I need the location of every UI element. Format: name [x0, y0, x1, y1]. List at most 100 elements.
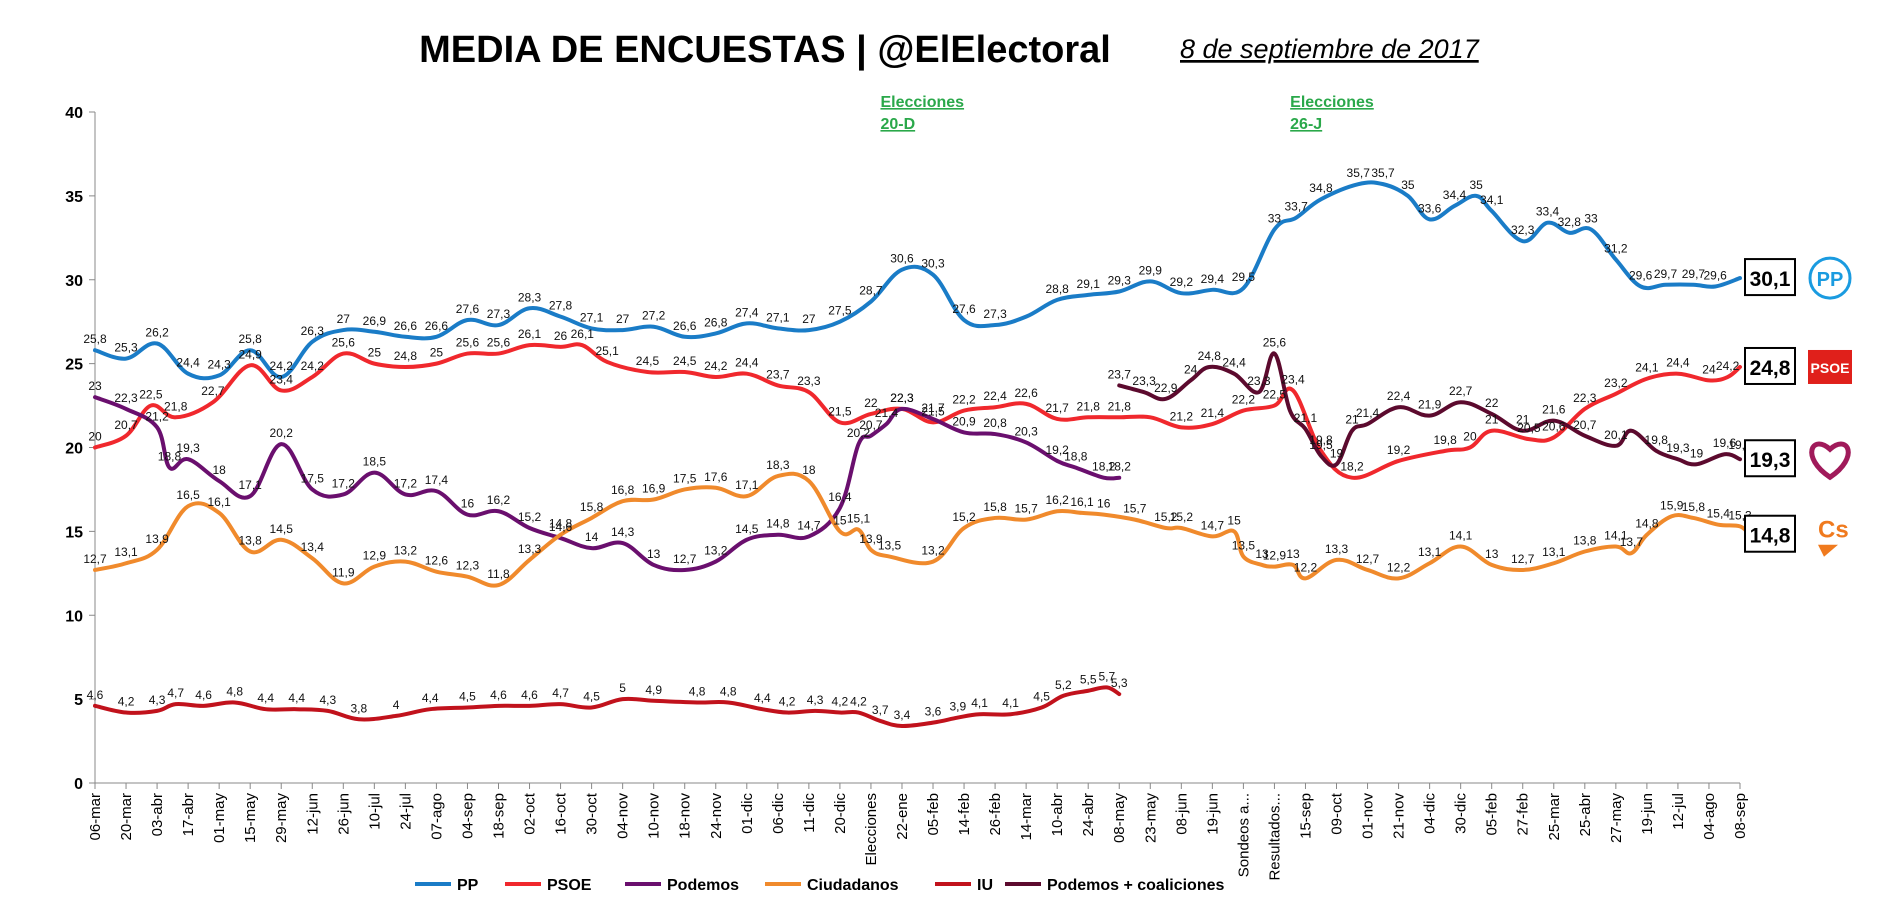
data-label-ciudadanos: 17,1: [735, 478, 759, 492]
data-label-iu: 4,7: [552, 686, 569, 700]
data-label-pp: 35: [1401, 178, 1415, 192]
data-label-iu: 4,6: [521, 688, 538, 702]
data-label-pp: 29,9: [1139, 263, 1163, 277]
data-label-podemos: 17,5: [301, 471, 325, 485]
data-label-pp: 27,8: [549, 299, 573, 313]
data-label-ciudadanos: 15,1: [847, 512, 871, 526]
data-label-psoe: 21,5: [828, 404, 852, 418]
data-label-psoe: 25: [368, 346, 382, 360]
x-tick-label: 05-feb: [1484, 793, 1501, 836]
x-tick-label: 05-feb: [925, 793, 942, 836]
data-label-psoe: 22,5: [139, 388, 163, 402]
data-label-psoe: 21,7: [1045, 401, 1069, 415]
data-label-pp: 31,2: [1604, 242, 1628, 256]
series-line-podemos-coaliciones: [1117, 351, 1742, 468]
data-label-ciudadanos: 12,2: [1387, 560, 1411, 574]
data-label-psoe: 24,4: [1666, 356, 1690, 370]
x-tick-label: 14-mar: [1018, 793, 1035, 841]
data-label-ciudadanos: 13,9: [859, 532, 883, 546]
data-label-podemos-coaliciones: 22: [1485, 396, 1499, 410]
x-tick-label: 04-nov: [615, 793, 632, 839]
data-label-podemos-coaliciones: 23,7: [1108, 367, 1132, 381]
end-value-podemos-coaliciones: 19,3: [1750, 449, 1791, 472]
data-label-psoe: 21,4: [1201, 406, 1225, 420]
data-label-pp: 27,4: [735, 305, 759, 319]
data-label-ciudadanos: 13,1: [1542, 545, 1566, 559]
data-label-ciudadanos: 14,1: [1449, 528, 1473, 542]
data-label-podemos: 14,7: [797, 518, 821, 532]
x-tick-label: 12-jul: [1670, 793, 1687, 830]
data-label-podemos-coaliciones: 24: [1184, 362, 1198, 376]
data-label-psoe: 19,8: [1433, 433, 1457, 447]
y-tick-label: 15: [65, 524, 83, 541]
data-label-pp: 33: [1268, 211, 1282, 225]
data-label-ciudadanos: 12,7: [83, 552, 107, 566]
data-label-psoe: 24,2: [704, 359, 728, 373]
x-tick-label: 29-may: [273, 793, 290, 844]
data-label-psoe: 24,4: [735, 356, 759, 370]
end-value-box-pp: [1744, 258, 1796, 297]
data-label-ciudadanos: 15,8: [983, 500, 1007, 514]
data-label-psoe: 21,8: [164, 399, 188, 413]
data-label-pp: 35: [1469, 178, 1483, 192]
data-label-pp: 26,3: [301, 324, 325, 338]
data-label-podemos: 18,2: [1092, 460, 1116, 474]
data-label-podemos: 17,1: [239, 478, 263, 492]
data-label-pp: 25,3: [114, 341, 138, 355]
data-label-podemos-coaliciones: 22,4: [1387, 389, 1411, 403]
data-label-pp: 26,8: [704, 315, 728, 329]
x-tick-label: 30-oct: [584, 792, 601, 835]
data-label-pp: 27,2: [642, 309, 666, 323]
end-value-box-psoe: [1744, 346, 1796, 385]
data-label-podemos-coaliciones: 21,1: [1294, 411, 1318, 425]
data-label-iu: 4,6: [490, 688, 507, 702]
data-label-pp: 32,8: [1558, 215, 1582, 229]
series-line-ciudadanos: [93, 471, 1752, 588]
legend-label-psoe: PSOE: [547, 877, 592, 894]
data-label-psoe: 25,6: [456, 336, 480, 350]
data-labels: 25,8 25,3 26,2 24,4 24,3 25,8 24,2 26,3 27 26,9 26…: [83, 166, 1752, 722]
data-label-pp: 35,7: [1347, 166, 1371, 180]
data-label-psoe: 20: [88, 430, 102, 444]
data-label-ciudadanos: 15,4: [1707, 507, 1731, 521]
x-tick-label: Sondeos a...: [1235, 793, 1252, 877]
data-label-podemos: 22,3: [114, 391, 138, 405]
data-label-psoe: 19,8: [1309, 433, 1333, 447]
data-label-ciudadanos: 13,9: [145, 532, 169, 546]
data-label-psoe: 21,5: [921, 404, 945, 418]
data-label-iu: 4,6: [195, 688, 212, 702]
data-label-podemos-coaliciones: 23,3: [1132, 374, 1156, 388]
data-label-iu: 4,4: [257, 691, 274, 705]
data-label-psoe: 26,1: [518, 327, 542, 341]
data-label-pp: 27,1: [766, 310, 790, 324]
data-label-psoe: 22,7: [201, 384, 225, 398]
x-tick-label: 15-sep: [1297, 793, 1314, 839]
x-tick-label: 07-ago: [428, 793, 445, 840]
data-label-pp: 29,6: [1703, 268, 1727, 282]
x-tick-label: 01-nov: [1360, 793, 1377, 839]
x-tick-label: 18-nov: [677, 793, 694, 839]
data-label-iu: 4: [393, 698, 400, 712]
data-label-ciudadanos: 18: [802, 463, 816, 477]
x-tick-label: 02-oct: [522, 792, 539, 835]
x-tick-label: 10-abr: [1049, 793, 1066, 836]
data-label-psoe: 20,5: [1517, 421, 1541, 435]
data-label-pp: 29,6: [1629, 268, 1653, 282]
x-tick-label: 09-oct: [1329, 792, 1346, 835]
data-label-iu: 4,4: [754, 691, 771, 705]
data-label-pp: 33,4: [1536, 205, 1560, 219]
data-label-psoe: 23,3: [797, 374, 821, 388]
data-label-podemos-coaliciones: 25,6: [1263, 336, 1287, 350]
data-label-ciudadanos: 14,8: [1635, 517, 1659, 531]
x-tick-label: 04-dic: [1422, 793, 1439, 834]
end-value-pp: 30,1: [1750, 268, 1791, 291]
data-label-ciudadanos: 15,8: [1682, 500, 1706, 514]
data-label-pp: 34,1: [1480, 193, 1504, 207]
data-label-podemos-coaliciones: 19,8: [1645, 433, 1669, 447]
data-label-podemos-coaliciones: 22,9: [1154, 381, 1178, 395]
data-label-podemos: 16,4: [828, 490, 852, 504]
data-label-ciudadanos: 17,6: [704, 470, 728, 484]
data-label-podemos: 16,2: [487, 493, 511, 507]
data-label-pp: 29,1: [1077, 277, 1101, 291]
